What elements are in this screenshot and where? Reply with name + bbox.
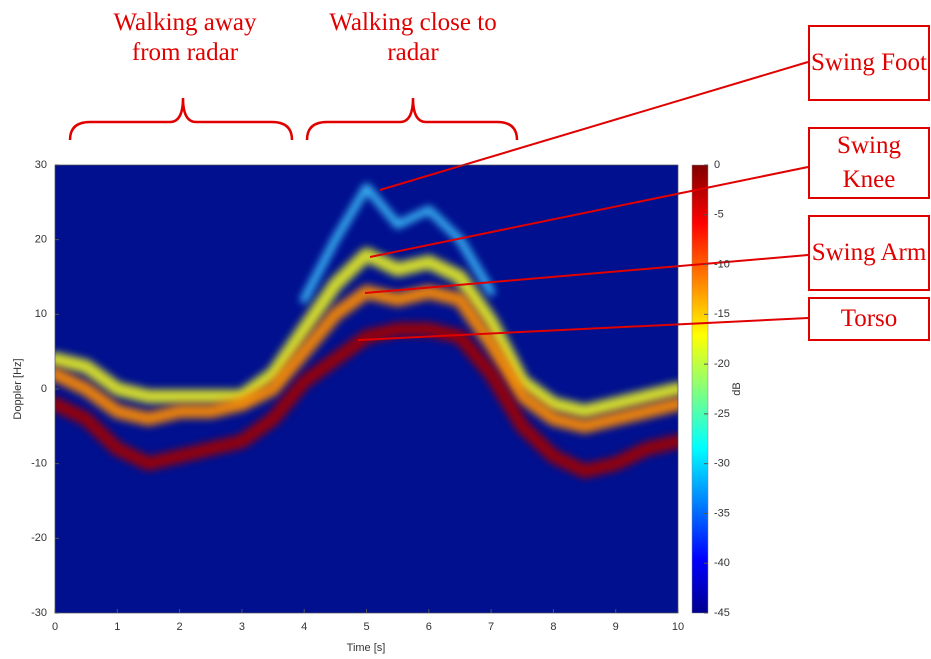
y-tick-label: 30 <box>35 159 47 171</box>
annotation: Walking close to radar <box>318 8 508 68</box>
label-box: Swing Knee <box>808 127 930 199</box>
colorbar-tick-label: -20 <box>714 358 730 370</box>
x-tick-label: 9 <box>613 621 619 633</box>
y-tick-label: 0 <box>41 383 47 395</box>
plot-area <box>55 165 678 613</box>
x-tick-label: 0 <box>52 621 58 633</box>
label-box: Torso <box>808 297 930 341</box>
colorbar-tick-label: 0 <box>714 159 720 171</box>
y-tick-label: -10 <box>31 458 47 470</box>
colorbar-tick-label: -45 <box>714 607 730 619</box>
chart: dB Time [s] Doppler [Hz] 0 1 2 3 4 5 6 7 8 9 10 -30… <box>0 0 931 659</box>
x-tick-label: 5 <box>363 621 369 633</box>
colorbar-tick-label: -15 <box>714 308 730 320</box>
colorbar-tick-label: -40 <box>714 557 730 569</box>
x-tick-label: 1 <box>114 621 120 633</box>
bracket <box>70 98 292 140</box>
x-axis-label: Time [s] <box>347 642 386 654</box>
page: {"chart_data": {"type": "spectrogram", "… <box>0 0 931 659</box>
colorbar-label: dB <box>731 382 743 395</box>
x-tick-label: 4 <box>301 621 307 633</box>
bracket <box>307 98 517 140</box>
y-tick-label: 20 <box>35 234 47 246</box>
x-tick-label: 6 <box>426 621 432 633</box>
colorbar-tick-label: -30 <box>714 458 730 470</box>
label-box: Swing Arm <box>808 215 930 291</box>
label-box: Swing Foot <box>808 25 930 101</box>
colorbar-tick-label: -35 <box>714 507 730 519</box>
y-tick-label: 10 <box>35 308 47 320</box>
colorbar <box>692 165 708 613</box>
y-tick-label: -20 <box>31 532 47 544</box>
y-axis-label: Doppler [Hz] <box>12 358 24 419</box>
colorbar-tick-label: -25 <box>714 408 730 420</box>
x-tick-label: 10 <box>672 621 684 633</box>
colorbar-tick-label: -10 <box>714 258 730 270</box>
colorbar-tick-label: -5 <box>714 209 724 221</box>
y-tick-label: -30 <box>31 607 47 619</box>
x-tick-label: 7 <box>488 621 494 633</box>
x-tick-label: 3 <box>239 621 245 633</box>
x-tick-label: 2 <box>177 621 183 633</box>
annotation: Walking away from radar <box>95 8 275 68</box>
x-tick-label: 8 <box>550 621 556 633</box>
plot-background <box>55 165 678 613</box>
